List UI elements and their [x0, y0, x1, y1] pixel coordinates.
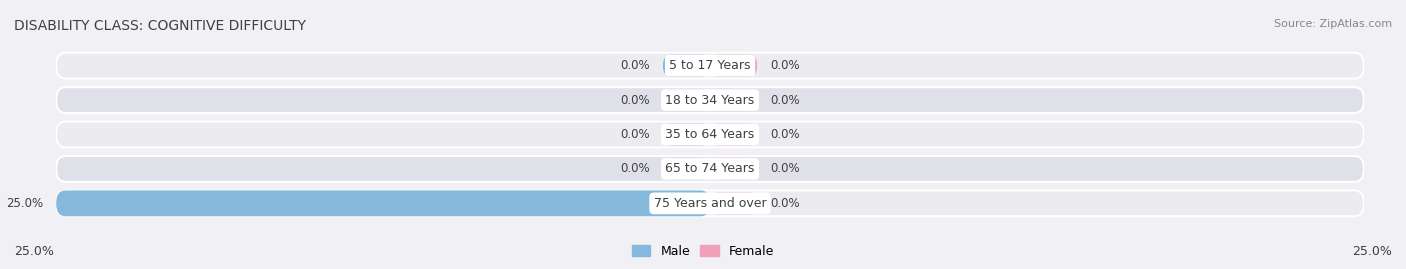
FancyBboxPatch shape — [710, 192, 756, 214]
FancyBboxPatch shape — [710, 158, 756, 180]
FancyBboxPatch shape — [56, 87, 1364, 113]
Text: DISABILITY CLASS: COGNITIVE DIFFICULTY: DISABILITY CLASS: COGNITIVE DIFFICULTY — [14, 19, 307, 33]
Text: 0.0%: 0.0% — [770, 128, 800, 141]
FancyBboxPatch shape — [664, 123, 710, 146]
Text: 18 to 34 Years: 18 to 34 Years — [665, 94, 755, 107]
Text: 0.0%: 0.0% — [620, 162, 650, 175]
Text: 0.0%: 0.0% — [620, 128, 650, 141]
Text: 25.0%: 25.0% — [14, 245, 53, 258]
Text: 35 to 64 Years: 35 to 64 Years — [665, 128, 755, 141]
Text: 75 Years and over: 75 Years and over — [654, 197, 766, 210]
Text: 0.0%: 0.0% — [770, 197, 800, 210]
FancyBboxPatch shape — [710, 89, 756, 111]
FancyBboxPatch shape — [56, 156, 1364, 182]
Text: 25.0%: 25.0% — [1353, 245, 1392, 258]
FancyBboxPatch shape — [710, 55, 756, 77]
FancyBboxPatch shape — [56, 190, 1364, 216]
Text: 0.0%: 0.0% — [620, 59, 650, 72]
Text: 65 to 74 Years: 65 to 74 Years — [665, 162, 755, 175]
Text: Source: ZipAtlas.com: Source: ZipAtlas.com — [1274, 19, 1392, 29]
FancyBboxPatch shape — [664, 89, 710, 111]
Text: 5 to 17 Years: 5 to 17 Years — [669, 59, 751, 72]
Text: 25.0%: 25.0% — [6, 197, 44, 210]
Text: 0.0%: 0.0% — [620, 94, 650, 107]
FancyBboxPatch shape — [664, 158, 710, 180]
FancyBboxPatch shape — [710, 123, 756, 146]
FancyBboxPatch shape — [56, 122, 1364, 147]
Text: 0.0%: 0.0% — [770, 59, 800, 72]
Text: 0.0%: 0.0% — [770, 162, 800, 175]
FancyBboxPatch shape — [664, 55, 710, 77]
Legend: Male, Female: Male, Female — [627, 240, 779, 263]
Text: 0.0%: 0.0% — [770, 94, 800, 107]
FancyBboxPatch shape — [56, 190, 710, 216]
FancyBboxPatch shape — [56, 53, 1364, 79]
